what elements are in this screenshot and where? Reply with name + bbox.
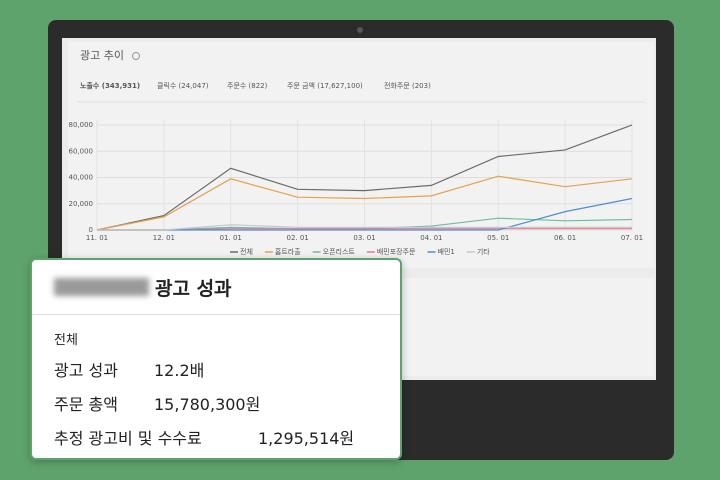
card-row: 광고 성과 12.2배 <box>54 356 400 382</box>
x-tick-label: 11. 01 <box>86 234 108 242</box>
blurred-store <box>54 278 149 296</box>
row-value: 15,780,300원 <box>154 395 261 414</box>
legend-label: 오픈리스트 <box>323 247 356 256</box>
y-tick-label: 60,000 <box>69 147 94 155</box>
y-tick-label: 0 <box>89 226 93 234</box>
series-line <box>97 224 632 231</box>
legend-label: 전체 <box>240 247 253 256</box>
camera <box>357 27 363 33</box>
legend-label: 홈트라출 <box>275 247 301 256</box>
performance-card: 광고 성과 전체 광고 성과 12.2배 주문 총액 15,780,300원 추정 … <box>30 258 402 460</box>
card-header: 광고 성과 <box>32 260 400 315</box>
chart-title: 광고 추이 <box>80 49 124 62</box>
row-label: 주문 총액 <box>54 395 118 414</box>
x-tick-label: 05. 01 <box>487 234 509 242</box>
x-tick-label: 06. 01 <box>554 234 576 242</box>
card-title: 광고 성과 <box>155 277 232 300</box>
legend-label: 배민1 <box>438 247 455 256</box>
x-tick-label: 12. 01 <box>153 234 175 242</box>
card-section: 전체 <box>54 333 78 348</box>
series-line <box>96 175 633 231</box>
legend-label: 기타 <box>477 247 490 256</box>
card-row: 주문 총액 15,780,300원 <box>54 390 400 416</box>
y-tick-label: 80,000 <box>69 121 94 129</box>
x-tick-label: 01. 01 <box>220 234 242 242</box>
row-label: 광고 성과 <box>54 361 118 380</box>
y-tick-label: 20,000 <box>69 200 94 208</box>
tab[interactable]: 노출수 (343,931) <box>80 81 140 90</box>
series-line <box>97 197 633 231</box>
row-label: 추정 광고비 및 수수료 <box>54 429 202 448</box>
x-tick-label: 07. 01 <box>621 234 643 242</box>
legend-label: 배민포장주문 <box>377 247 416 256</box>
tab[interactable]: 전화주문 (203) <box>384 81 431 90</box>
series-line <box>96 124 633 231</box>
tab[interactable]: 클릭수 (24,047) <box>157 82 209 90</box>
row-value: 1,295,514원 <box>258 429 355 448</box>
x-tick-label: 04. 01 <box>420 234 442 242</box>
y-tick-label: 40,000 <box>69 174 94 182</box>
x-tick-label: 03. 01 <box>353 234 375 242</box>
card-row: 추정 광고비 및 수수료 1,295,514원 <box>54 424 400 450</box>
row-value: 12.2배 <box>154 361 205 380</box>
tab[interactable]: 주문수 (822) <box>227 82 268 90</box>
x-tick-label: 02. 01 <box>286 234 308 242</box>
tab[interactable]: 주문 금액 (17,627,100) <box>287 82 363 90</box>
info-icon <box>132 52 140 60</box>
